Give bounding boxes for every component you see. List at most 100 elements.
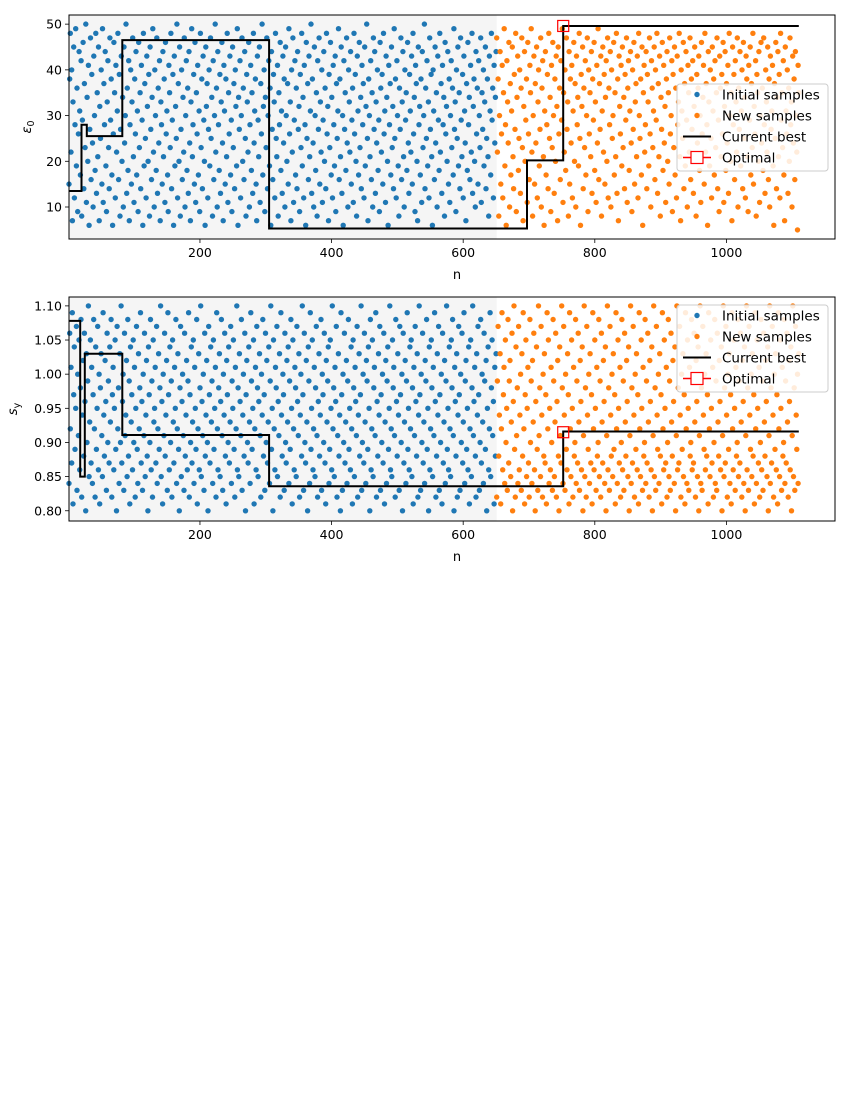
initial-sample-point [401, 204, 407, 210]
initial-sample-point [151, 419, 157, 425]
initial-sample-point [372, 48, 378, 55]
initial-sample-point [357, 453, 363, 459]
initial-sample-point [417, 103, 423, 110]
new-sample-point [633, 446, 639, 452]
initial-sample-point [242, 135, 248, 142]
initial-sample-point [177, 385, 183, 391]
initial-sample-point [134, 108, 141, 114]
initial-sample-point [89, 71, 95, 78]
initial-sample-point [363, 103, 369, 110]
initial-sample-point [308, 405, 315, 411]
new-sample-point [731, 405, 738, 411]
initial-sample-point [234, 26, 240, 32]
new-sample-point [528, 26, 534, 32]
initial-sample-point [200, 53, 206, 59]
initial-sample-point [439, 501, 445, 507]
initial-sample-point [71, 195, 78, 201]
initial-sample-point [244, 357, 250, 364]
initial-sample-point [160, 371, 166, 377]
new-sample-point [521, 103, 527, 110]
new-sample-point [570, 364, 577, 370]
initial-sample-point [477, 439, 483, 446]
initial-sample-point [262, 330, 269, 336]
new-sample-point [506, 460, 512, 466]
initial-sample-point [173, 316, 179, 323]
new-sample-point [508, 172, 514, 178]
initial-sample-point [329, 303, 335, 309]
new-sample-point [554, 398, 560, 405]
new-sample-point [582, 473, 588, 480]
new-sample-point [592, 99, 599, 105]
new-sample-point [688, 439, 694, 446]
initial-sample-point [101, 122, 108, 128]
initial-sample-point [252, 364, 259, 370]
initial-sample-point [375, 351, 382, 357]
initial-sample-point [362, 44, 368, 50]
initial-sample-point [95, 323, 101, 330]
initial-sample-point [284, 80, 291, 87]
initial-sample-point [160, 154, 167, 160]
initial-sample-point [83, 21, 89, 27]
initial-sample-point [331, 473, 337, 480]
initial-sample-point [284, 357, 290, 364]
initial-sample-point [67, 330, 73, 336]
new-sample-point [621, 94, 627, 101]
initial-sample-point [352, 71, 358, 78]
initial-sample-point [268, 48, 275, 55]
initial-sample-point [326, 480, 332, 487]
initial-sample-point [135, 351, 142, 357]
initial-sample-point [216, 351, 223, 357]
initial-sample-point [73, 26, 79, 32]
initial-sample-point [445, 467, 452, 473]
new-sample-point [515, 323, 522, 330]
initial-sample-point [340, 371, 346, 377]
initial-sample-point [439, 62, 446, 68]
new-sample-point [667, 487, 673, 493]
initial-sample-point [336, 176, 342, 183]
initial-sample-point [388, 172, 394, 178]
initial-sample-point [164, 172, 171, 178]
new-sample-point [780, 58, 786, 64]
initial-sample-point [286, 26, 292, 32]
initial-sample-point [224, 392, 231, 398]
initial-sample-point [203, 412, 209, 418]
initial-sample-point [286, 480, 292, 487]
new-sample-point [547, 405, 553, 411]
initial-sample-point [367, 508, 373, 514]
new-sample-point [610, 351, 616, 357]
initial-sample-point [135, 480, 141, 487]
initial-sample-point [383, 357, 389, 364]
initial-sample-point [288, 67, 295, 73]
initial-sample-point [172, 405, 178, 411]
new-sample-point [548, 364, 554, 370]
initial-sample-point [472, 204, 478, 210]
new-sample-point [537, 385, 543, 391]
new-sample-point [543, 501, 550, 507]
y-tick-label: 1.05 [34, 333, 62, 348]
new-sample-point [533, 344, 540, 350]
new-sample-point [548, 208, 554, 215]
initial-sample-point [421, 21, 428, 27]
initial-sample-point [216, 385, 222, 391]
new-sample-point [755, 460, 762, 466]
new-sample-point [555, 357, 561, 364]
initial-sample-point [78, 58, 84, 64]
initial-sample-point [405, 405, 412, 411]
initial-sample-point [254, 385, 261, 391]
initial-sample-point [230, 144, 236, 151]
initial-sample-point [384, 378, 390, 384]
initial-sample-point [233, 163, 240, 169]
new-sample-point [612, 392, 618, 398]
new-sample-point [538, 323, 544, 330]
initial-sample-point [218, 398, 224, 405]
initial-sample-point [383, 53, 389, 59]
initial-sample-point [310, 140, 316, 146]
initial-sample-point [176, 158, 182, 164]
new-sample-point [590, 310, 596, 316]
initial-sample-point [285, 181, 291, 187]
initial-sample-point [419, 439, 425, 446]
initial-sample-point [399, 371, 405, 377]
new-sample-point [645, 330, 651, 336]
initial-sample-point [447, 473, 454, 480]
new-sample-point [505, 140, 511, 146]
